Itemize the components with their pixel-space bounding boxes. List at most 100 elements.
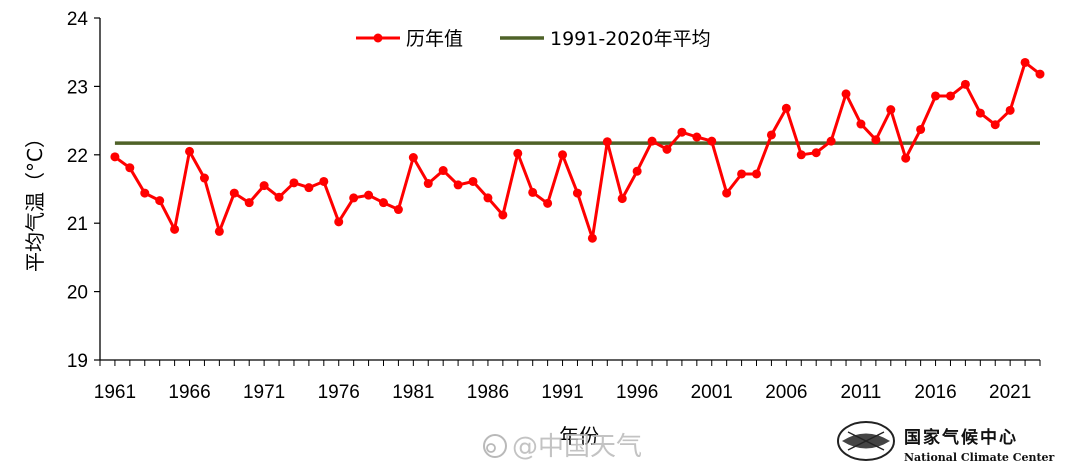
x-tick-label: 1996 (616, 382, 658, 403)
watermark: @中国天气 (483, 432, 642, 462)
x-tick-label: 2011 (841, 382, 882, 403)
data-point-1979 (378, 198, 388, 208)
legend-annual-label: 历年值 (406, 28, 463, 50)
ncc-emblem-icon (837, 421, 895, 461)
y-tick-label: 19 (67, 351, 88, 372)
data-point-1977 (349, 193, 359, 203)
data-point-1973 (289, 178, 299, 188)
data-point-2006 (781, 103, 791, 113)
data-point-2005 (766, 130, 776, 140)
data-point-2009 (826, 136, 836, 146)
data-point-1988 (513, 148, 523, 158)
data-point-2020 (990, 120, 1000, 130)
data-point-2002 (722, 188, 732, 198)
data-point-1997 (647, 136, 657, 146)
data-point-1982 (423, 179, 433, 189)
x-tick-label: 1981 (392, 382, 434, 403)
data-point-1989 (528, 187, 538, 197)
ncc-name-en: National Climate Center (904, 451, 1055, 464)
axes (99, 18, 1040, 361)
data-point-2010 (841, 89, 851, 99)
data-point-1984 (453, 180, 463, 190)
data-point-1998 (662, 144, 672, 154)
x-tick-label: 1971 (243, 382, 285, 403)
y-tick-label: 20 (67, 283, 88, 304)
data-point-2001 (707, 136, 717, 146)
data-point-2016 (931, 91, 941, 101)
data-point-1962 (125, 163, 135, 173)
data-point-1965 (170, 224, 180, 234)
y-tick-label: 24 (67, 9, 89, 30)
data-point-1985 (468, 176, 478, 186)
legend-average-label: 1991-2020年平均 (550, 28, 711, 50)
data-point-2013 (886, 105, 896, 115)
data-point-1996 (632, 166, 642, 176)
weibo-icon-eye (486, 443, 496, 453)
ncc-name-cn: 国家气候中心 (904, 427, 1018, 448)
x-axis-label: 年份 (559, 424, 599, 448)
ncc-emblem-lines (847, 431, 885, 451)
data-point-1967 (199, 173, 209, 183)
data-point-1974 (304, 183, 314, 193)
x-tick-label: 2016 (914, 382, 956, 403)
data-point-2007 (796, 150, 806, 160)
data-point-1975 (319, 176, 329, 186)
data-point-2015 (916, 124, 926, 134)
x-tick-label: 1976 (318, 382, 360, 403)
annual-series-layer (110, 57, 1045, 243)
data-point-2012 (871, 135, 881, 145)
data-point-2011 (856, 119, 866, 129)
x-ticks: 1961 1966 1971 1976 1981 1986 1991 1996 2001 2006… (94, 360, 1041, 403)
data-point-1995 (617, 194, 627, 204)
x-tick-label: 2001 (691, 382, 733, 403)
data-point-2017 (945, 91, 955, 101)
x-tick-label: 1986 (467, 382, 509, 403)
data-point-1972 (274, 192, 284, 202)
x-tick-label: 1966 (168, 382, 210, 403)
data-point-2014 (901, 153, 911, 163)
data-point-2022 (1020, 57, 1030, 67)
data-point-2008 (811, 148, 821, 158)
data-point-2018 (960, 79, 970, 89)
data-point-1993 (587, 233, 597, 243)
data-point-2021 (1005, 105, 1015, 115)
data-point-2000 (692, 132, 702, 142)
data-point-1991 (558, 150, 568, 160)
data-point-1992 (572, 188, 582, 198)
x-tick-label: 1961 (94, 382, 136, 403)
data-point-1994 (602, 137, 612, 147)
x-tick-label: 2021 (989, 382, 1031, 403)
y-ticks: 19 20 21 22 23 24 (67, 9, 100, 372)
data-point-1990 (543, 198, 553, 208)
data-point-1971 (259, 181, 269, 191)
y-tick-label: 22 (67, 146, 88, 167)
data-point-1999 (677, 127, 687, 137)
data-point-1986 (483, 193, 493, 203)
data-point-1970 (244, 198, 254, 208)
data-point-1969 (229, 188, 239, 198)
ncc-logo: 国家气候中心 National Climate Center (837, 421, 1055, 464)
data-point-1966 (185, 146, 195, 156)
y-tick-label: 23 (67, 77, 88, 98)
data-point-2004 (752, 169, 762, 179)
weibo-icon (483, 434, 507, 458)
legend: 历年值 1991-2020年平均 (356, 28, 711, 50)
y-tick-label: 21 (67, 214, 88, 235)
y-axis-label: 平均气温（°C） (23, 128, 47, 272)
annual-line (114, 61, 1041, 240)
watermark-text: @中国天气 (512, 432, 642, 462)
legend-annual-marker (373, 33, 383, 43)
x-tick-label: 2006 (765, 382, 807, 403)
data-point-1981 (408, 153, 418, 163)
data-point-1963 (140, 188, 150, 198)
data-point-1978 (364, 190, 374, 200)
data-point-2003 (737, 169, 747, 179)
data-point-1983 (438, 166, 448, 176)
data-point-1961 (110, 152, 120, 162)
data-point-1980 (393, 205, 403, 215)
data-point-2023 (1035, 69, 1045, 79)
data-point-1976 (334, 217, 344, 227)
data-point-1964 (155, 196, 165, 206)
data-point-1968 (214, 226, 224, 236)
